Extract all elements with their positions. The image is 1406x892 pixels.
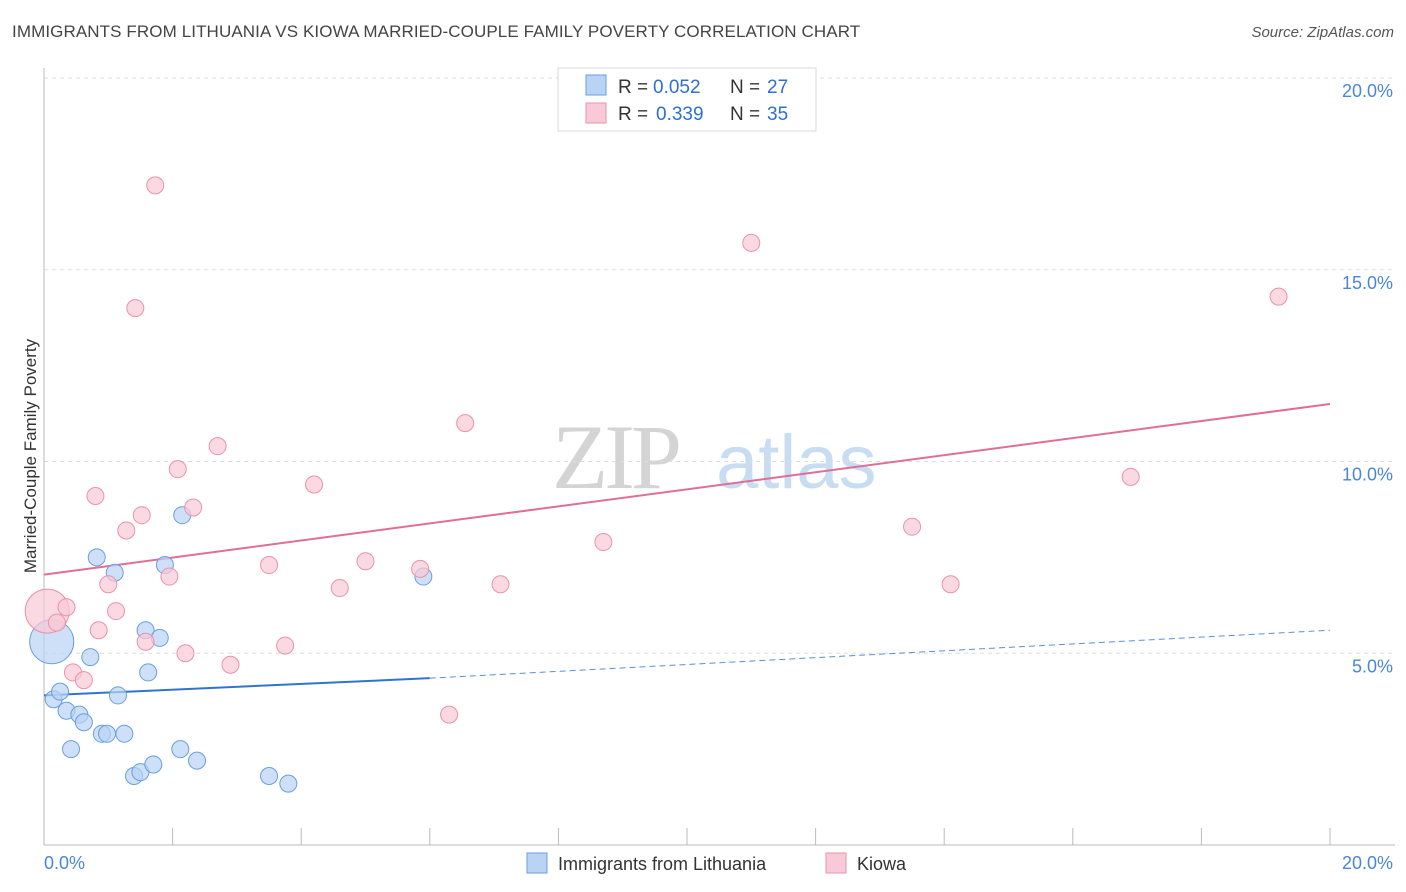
trend-line-extension-blue — [429, 629, 1331, 679]
series-legend: Immigrants from Lithuania Kiowa — [526, 852, 907, 874]
data-point-pink-2 — [57, 598, 76, 617]
y-tick-label-5: 5.0% — [1352, 656, 1393, 676]
bottom-legend-label-blue: Immigrants from Lithuania — [558, 854, 767, 874]
trend-line-blue — [43, 677, 430, 697]
data-point-pink-4 — [74, 671, 93, 690]
data-point-blue-4 — [62, 740, 81, 759]
data-point-pink-29 — [594, 533, 613, 552]
x-tick-label-min: 0.0% — [44, 853, 85, 873]
data-point-pink-24 — [356, 552, 375, 571]
y-axis-title: Married-Couple Family Poverty — [21, 338, 40, 573]
data-point-blue-7 — [81, 648, 100, 667]
data-point-blue-2 — [51, 682, 70, 701]
data-point-pink-5 — [86, 487, 105, 506]
data-point-pink-9 — [117, 521, 136, 540]
data-point-blue-6 — [74, 713, 93, 732]
legend-r-value-pink: 0.339 — [656, 104, 704, 125]
trend-line-pink — [43, 402, 1331, 576]
data-point-blue-10 — [98, 724, 117, 743]
legend-n-value-blue: 27 — [767, 77, 788, 98]
data-point-blue-8 — [87, 548, 106, 567]
data-point-pink-28 — [491, 575, 510, 594]
legend-n-label-pink: N = — [730, 104, 760, 125]
data-point-pink-22 — [305, 475, 324, 494]
data-point-pink-16 — [176, 644, 195, 663]
y-tick-label-10: 10.0% — [1342, 465, 1393, 485]
data-point-pink-23 — [330, 579, 349, 598]
y-tick-label-20: 20.0% — [1342, 81, 1393, 101]
data-point-pink-8 — [107, 602, 126, 621]
bottom-legend-swatch-pink — [825, 852, 847, 874]
tick-labels: 5.0% 10.0% 15.0% 20.0% 0.0% 20.0% — [44, 81, 1393, 873]
data-point-pink-11 — [132, 506, 151, 525]
x-tick-label-max: 20.0% — [1342, 853, 1393, 873]
watermark-atlas: atlas — [716, 420, 877, 505]
data-point-pink-31 — [903, 517, 922, 536]
data-point-blue-25 — [279, 774, 298, 793]
data-point-pink-18 — [208, 437, 227, 456]
axes — [43, 68, 1395, 846]
data-point-pink-21 — [276, 636, 295, 655]
data-point-pink-13 — [146, 176, 165, 195]
y-tick-label-15: 15.0% — [1342, 273, 1393, 293]
data-point-pink-26 — [440, 705, 459, 724]
data-point-blue-18 — [144, 755, 163, 774]
chart-source: Source: ZipAtlas.com — [1251, 24, 1394, 41]
data-points — [24, 176, 1288, 793]
data-point-blue-22 — [171, 740, 190, 759]
data-point-blue-23 — [188, 751, 207, 770]
data-point-pink-32 — [941, 575, 960, 594]
data-point-blue-12 — [108, 686, 127, 705]
bottom-legend-label-pink: Kiowa — [857, 854, 907, 874]
data-point-pink-33 — [1121, 467, 1140, 486]
legend-r-label-pink: R = — [618, 104, 648, 125]
data-point-pink-14 — [160, 567, 179, 586]
chart-title: IMMIGRANTS FROM LITHUANIA VS KIOWA MARRI… — [12, 22, 861, 41]
watermark: ZIP atlas — [552, 406, 877, 508]
data-point-blue-13 — [115, 724, 134, 743]
legend-r-value-blue: 0.052 — [653, 77, 701, 98]
data-point-pink-30 — [742, 233, 761, 252]
legend-n-value-pink: 35 — [767, 104, 788, 125]
data-point-pink-34 — [1269, 287, 1288, 306]
data-point-pink-10 — [126, 299, 145, 318]
data-point-pink-1 — [47, 613, 66, 632]
data-point-pink-19 — [221, 655, 240, 674]
data-point-pink-7 — [99, 575, 118, 594]
legend-swatch-pink — [585, 102, 607, 124]
data-point-blue-24 — [260, 766, 279, 785]
watermark-zip: ZIP — [552, 406, 679, 508]
correlation-legend: R = 0.052 N = 27 R = 0.339 N = 35 — [557, 67, 817, 132]
data-point-pink-17 — [184, 498, 203, 517]
data-point-pink-15 — [168, 460, 187, 479]
data-point-pink-6 — [89, 621, 108, 640]
data-point-pink-20 — [260, 556, 279, 575]
bottom-legend-swatch-blue — [526, 852, 548, 874]
legend-r-label-blue: R = — [618, 77, 648, 98]
data-point-blue-17 — [139, 663, 158, 682]
legend-n-label-blue: N = — [730, 77, 760, 98]
trend-lines — [43, 402, 1331, 697]
data-point-pink-27 — [456, 414, 475, 433]
data-point-pink-12 — [136, 632, 155, 651]
grid — [44, 77, 1395, 654]
data-point-pink-25 — [411, 559, 430, 578]
legend-swatch-blue — [585, 74, 607, 96]
